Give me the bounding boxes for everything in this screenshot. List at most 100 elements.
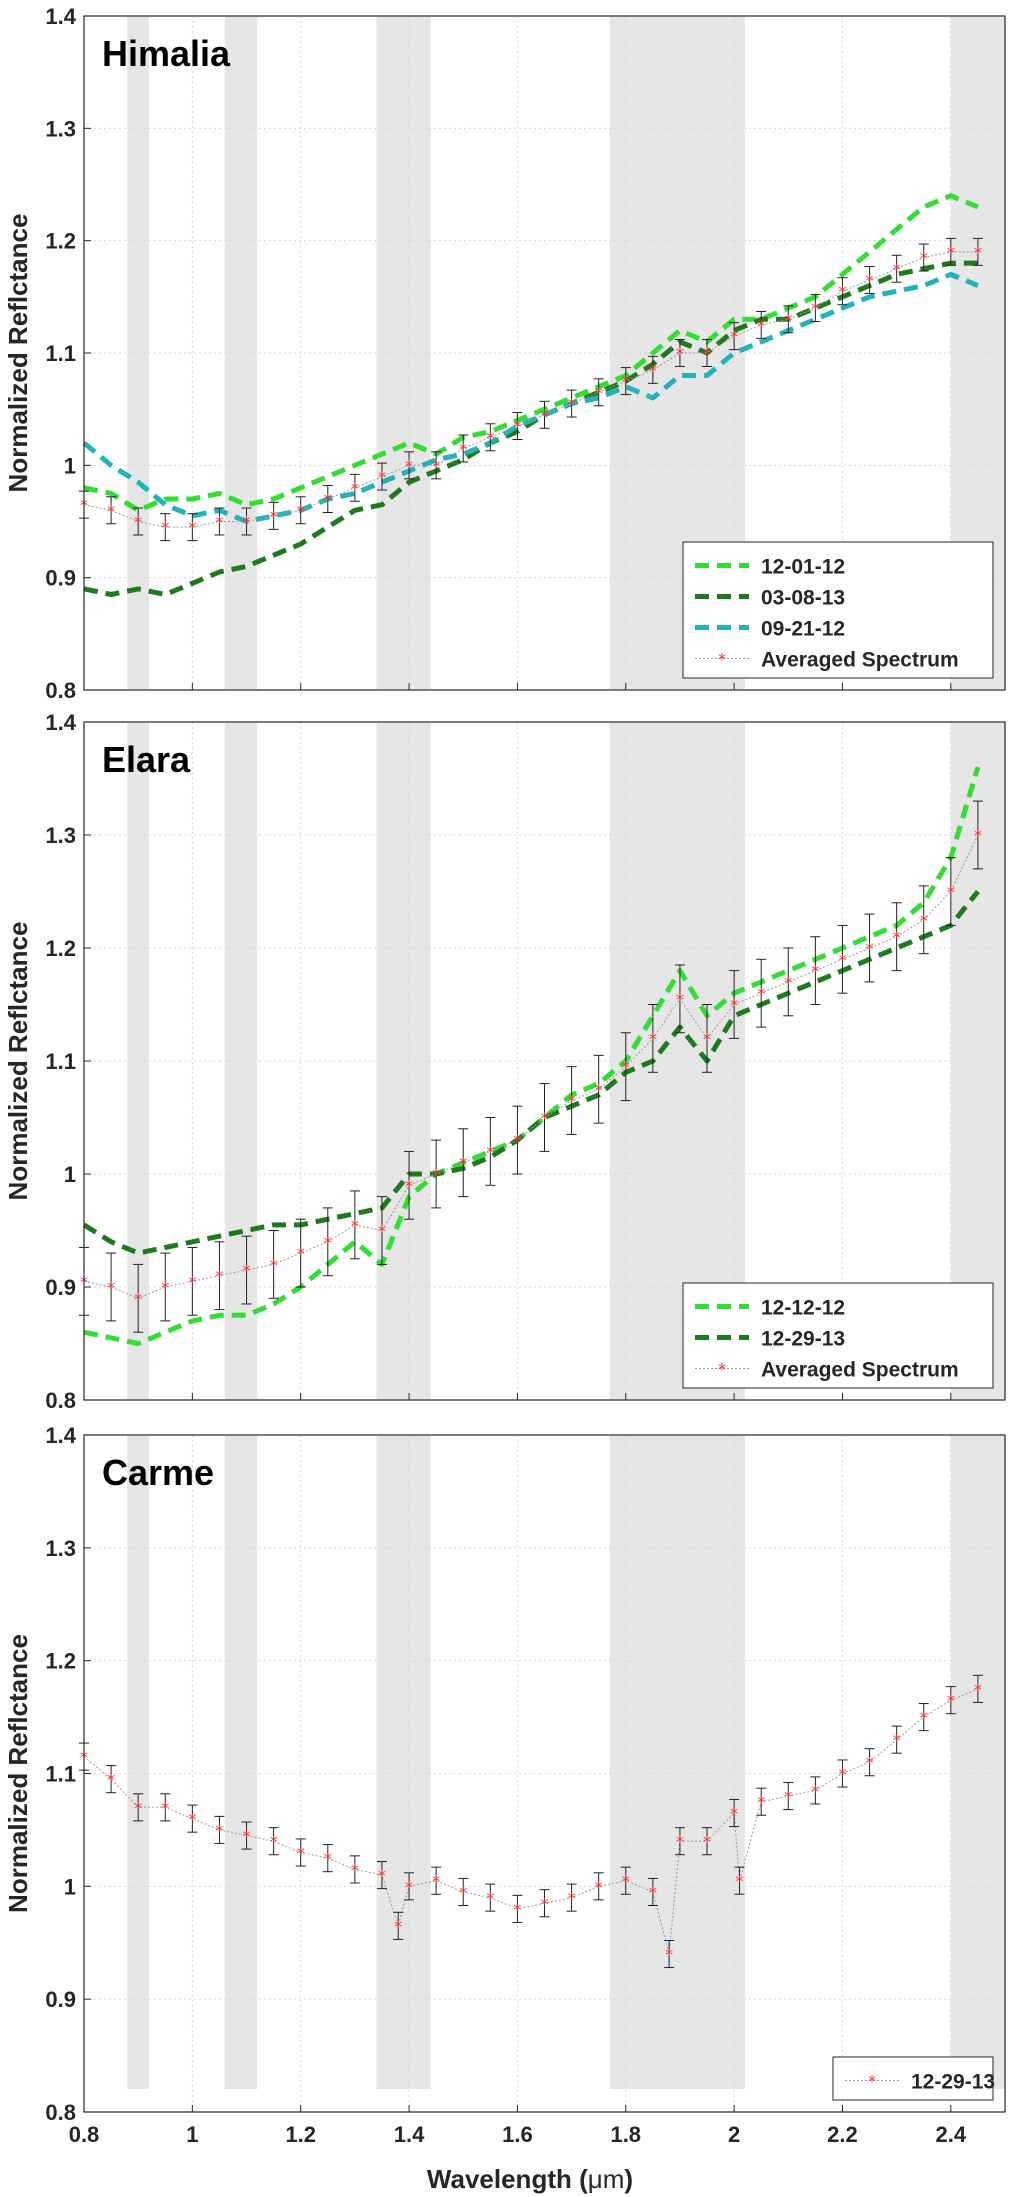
series-09-21-12 xyxy=(82,271,979,524)
data-point: * xyxy=(920,249,928,268)
shaded-band xyxy=(376,1436,431,2089)
data-point: * xyxy=(134,513,142,532)
y-tick-label: 1.4 xyxy=(45,4,76,29)
data-point: * xyxy=(270,1832,278,1851)
y-tick-label: 0.8 xyxy=(45,2100,76,2125)
data-point: * xyxy=(459,1883,467,1902)
data-point: * xyxy=(405,1877,413,1896)
x-tick-label: 2 xyxy=(728,2122,740,2147)
data-point: * xyxy=(541,406,549,425)
data-point: * xyxy=(622,372,630,391)
x-tick-label: 1.8 xyxy=(610,2122,641,2147)
data-point: * xyxy=(243,513,251,532)
data-point: * xyxy=(811,962,819,981)
data-point: * xyxy=(784,973,792,992)
y-tick-label: 0.9 xyxy=(45,1987,76,2012)
legend-entry: Averaged Spectrum xyxy=(761,1359,959,1382)
y-tick-label: 0.9 xyxy=(45,566,76,591)
y-tick-label: 1.4 xyxy=(45,1423,76,1448)
data-point: * xyxy=(947,1691,955,1710)
series-12-01-12 xyxy=(83,193,979,513)
data-point: * xyxy=(893,260,901,279)
data-point: * xyxy=(134,1798,142,1817)
y-tick-label: 1.3 xyxy=(45,1536,76,1561)
data-point: * xyxy=(866,271,874,290)
data-point: * xyxy=(161,518,169,537)
shaded-band xyxy=(127,723,150,1399)
data-point: * xyxy=(757,1793,765,1812)
data-point: * xyxy=(665,1945,673,1964)
data-point: * xyxy=(974,243,982,262)
y-tick-label: 1.1 xyxy=(45,1762,76,1787)
data-point: * xyxy=(459,1154,467,1173)
data-point: * xyxy=(188,1272,196,1291)
data-point: * xyxy=(811,1781,819,1800)
legend-box xyxy=(682,1282,994,1389)
data-point: * xyxy=(893,928,901,947)
y-tick-label: 1.4 xyxy=(45,710,76,735)
y-tick-label: 1 xyxy=(64,453,76,478)
data-point: * xyxy=(568,1889,576,1908)
data-point: * xyxy=(568,1092,576,1111)
data-point: * xyxy=(351,1216,359,1235)
data-point: * xyxy=(595,383,603,402)
data-point: * xyxy=(107,1278,115,1297)
data-point: * xyxy=(703,344,711,363)
data-point: * xyxy=(161,1278,169,1297)
data-point: * xyxy=(757,316,765,335)
data-point: * xyxy=(838,1765,846,1784)
shaded-band xyxy=(127,17,150,689)
data-point: * xyxy=(920,911,928,930)
y-tick-label: 0.8 xyxy=(45,678,76,703)
legend: * 12-29-13 xyxy=(832,2056,995,2101)
data-point: * xyxy=(188,518,196,537)
y-tick-label: 0.8 xyxy=(45,1388,76,1413)
panel-title: Carme xyxy=(102,1452,214,1493)
data-point: * xyxy=(676,1832,684,1851)
data-point: * xyxy=(838,950,846,969)
data-point: * xyxy=(736,1872,744,1891)
legend-entry: 12-01-12 xyxy=(761,556,845,579)
x-tick-label: 1.4 xyxy=(394,2122,425,2147)
data-point: * xyxy=(270,507,278,526)
data-point: * xyxy=(947,883,955,902)
data-point: * xyxy=(920,1708,928,1727)
legend-marker: * xyxy=(868,2072,876,2091)
data-point: * xyxy=(676,344,684,363)
legend: 12-12-12 12-29-13 * Averaged Spectrum xyxy=(682,1282,994,1389)
data-point: * xyxy=(378,468,386,487)
data-point: * xyxy=(730,996,738,1015)
data-point: * xyxy=(394,1917,402,1936)
data-point: * xyxy=(893,1731,901,1750)
data-point: * xyxy=(622,1058,630,1077)
data-point: * xyxy=(405,456,413,475)
y-tick-label: 1 xyxy=(64,1162,76,1187)
y-axis-label: Normalized Reflctance xyxy=(3,214,33,493)
legend-entry: 09-21-12 xyxy=(761,618,845,641)
series-averaged-spectrum: ********************************** xyxy=(79,237,983,542)
legend-marker: * xyxy=(718,1360,726,1379)
data-point: * xyxy=(541,1894,549,1913)
data-point: * xyxy=(486,1142,494,1161)
data-point: * xyxy=(107,501,115,520)
series-line xyxy=(83,766,981,1346)
data-point: * xyxy=(215,1267,223,1286)
data-point: * xyxy=(297,1244,305,1263)
x-tick-label: 1.2 xyxy=(285,2122,316,2147)
legend-marker: * xyxy=(718,650,726,669)
panel-carme: * * * * * * * * * * * * * * * * * * * * * * * * * * * * * * * * * * * * * 0.8… xyxy=(3,1423,1006,2147)
data-point: * xyxy=(134,1289,142,1308)
data-point: * xyxy=(432,456,440,475)
data-point: * xyxy=(541,1109,549,1128)
data-point: * xyxy=(215,513,223,532)
data-point: * xyxy=(947,243,955,262)
data-point: * xyxy=(432,1165,440,1184)
data-point: * xyxy=(486,428,494,447)
y-tick-label: 1.3 xyxy=(45,116,76,141)
data-point: * xyxy=(838,282,846,301)
data-point: * xyxy=(974,1680,982,1699)
shaded-band xyxy=(609,1436,745,2089)
data-point: * xyxy=(459,439,467,458)
data-point: * xyxy=(432,1872,440,1891)
y-tick-label: 1 xyxy=(64,1874,76,1899)
